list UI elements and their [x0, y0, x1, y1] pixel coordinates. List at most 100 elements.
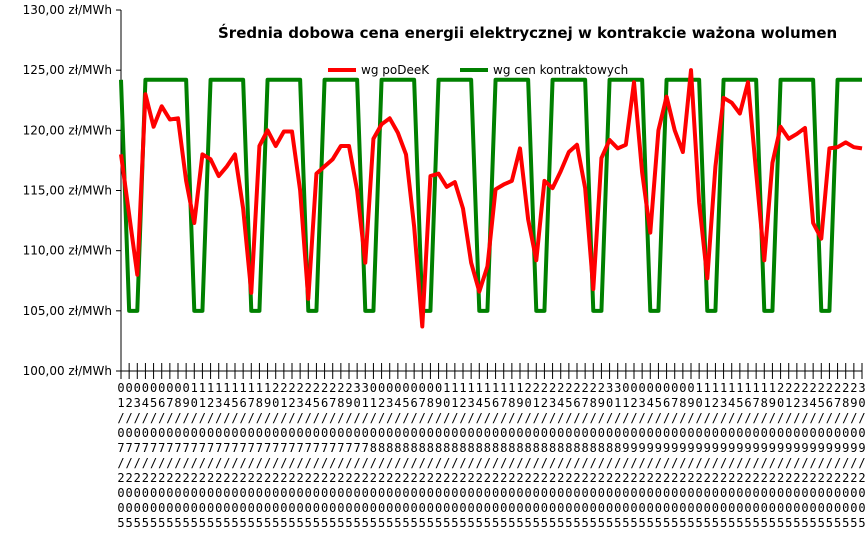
y-tick-label: 100,00 zł/MWh [23, 364, 112, 378]
x-tick-label: 1 3/0 8/2 0 0 5 [468, 381, 475, 530]
x-tick-label: 0 1/0 9/2 0 0 5 [622, 381, 629, 530]
series-line-wg-cen-kontraktowych [119, 77, 862, 313]
x-tick-label: 1 5/0 9/2 0 0 5 [736, 381, 743, 530]
x-tick-label: 1 7/0 7/2 0 0 5 [248, 381, 255, 530]
x-tick-label: 2 2/0 7/2 0 0 5 [288, 381, 295, 530]
x-tick-label: 1 4/0 7/2 0 0 5 [223, 381, 230, 530]
x-tick-label: 2 5/0 9/2 0 0 5 [818, 381, 825, 530]
x-tick-label: 2 7/0 8/2 0 0 5 [582, 381, 589, 530]
x-tick-label: 1 2/0 7/2 0 0 5 [207, 381, 214, 530]
x-tick-label: 0 4/0 7/2 0 0 5 [142, 381, 149, 530]
x-tick-label: 2 6/0 9/2 0 0 5 [826, 381, 833, 530]
x-tick-label: 0 5/0 9/2 0 0 5 [655, 381, 662, 530]
x-tick-label: 1 7/0 8/2 0 0 5 [500, 381, 507, 530]
x-tick-label: 3 0/0 8/2 0 0 5 [606, 381, 613, 530]
y-tick-label: 105,00 zł/MWh [23, 304, 112, 318]
y-tick-label: 125,00 zł/MWh [23, 63, 112, 77]
x-tick-label: 1 5/0 7/2 0 0 5 [231, 381, 238, 530]
x-tick-label: 2 3/0 9/2 0 0 5 [801, 381, 808, 530]
x-tick-label: 1 6/0 8/2 0 0 5 [492, 381, 499, 530]
series-layer [119, 68, 863, 329]
x-tick-label: 0 8/0 7/2 0 0 5 [174, 381, 181, 530]
x-tick-label: 0 6/0 8/2 0 0 5 [411, 381, 418, 530]
x-tick-label: 0 8/0 8/2 0 0 5 [427, 381, 434, 530]
x-tick-label: 2 6/0 8/2 0 0 5 [573, 381, 580, 530]
x-tick-label: 1 1/0 8/2 0 0 5 [451, 381, 458, 530]
x-tick-label: 1 1/0 7/2 0 0 5 [199, 381, 206, 530]
x-tick-label: 0 1/0 7/2 0 0 5 [117, 381, 124, 530]
x-tick-label: 2 0/0 7/2 0 0 5 [272, 381, 279, 530]
x-tick-label: 0 6/0 9/2 0 0 5 [663, 381, 670, 530]
x-tick-label: 3 1/0 7/2 0 0 5 [362, 381, 369, 530]
x-tick-label: 2 0/0 9/2 0 0 5 [777, 381, 784, 530]
x-tick-label: 2 4/0 9/2 0 0 5 [810, 381, 817, 530]
x-tick-label: 1 0/0 7/2 0 0 5 [191, 381, 198, 530]
x-tick-label: 0 6/0 7/2 0 0 5 [158, 381, 165, 530]
x-tick-label: 0 2/0 8/2 0 0 5 [378, 381, 385, 530]
x-tick-label: 0 9/0 8/2 0 0 5 [435, 381, 442, 530]
series-line-wg-podeek [119, 68, 863, 329]
legend-label: wg poDeeK [361, 63, 430, 77]
x-tick-label: 2 3/0 7/2 0 0 5 [297, 381, 304, 530]
x-tick-label: 2 4/0 8/2 0 0 5 [557, 381, 564, 530]
x-tick-label: 2 1/0 9/2 0 0 5 [785, 381, 792, 530]
y-tick-label: 130,00 zł/MWh [23, 3, 112, 17]
x-tick-label: 2 2/0 8/2 0 0 5 [541, 381, 548, 530]
y-tick-label: 110,00 zł/MWh [23, 244, 112, 258]
x-tick-label: 1 9/0 7/2 0 0 5 [264, 381, 271, 530]
x-tick-label: 0 8/0 9/2 0 0 5 [679, 381, 686, 530]
x-tick-label: 0 5/0 8/2 0 0 5 [402, 381, 409, 530]
y-tick-label: 115,00 zł/MWh [23, 184, 112, 198]
x-tick-label: 2 7/0 9/2 0 0 5 [834, 381, 841, 530]
x-tick-label: 2 1/0 8/2 0 0 5 [533, 381, 540, 530]
chart-title: Średnia dobowa cena energii elektrycznej… [218, 23, 837, 42]
x-tick-label: 2 4/0 7/2 0 0 5 [305, 381, 312, 530]
x-tick-label: 0 9/0 7/2 0 0 5 [183, 381, 190, 530]
x-tick-label: 1 2/0 8/2 0 0 5 [459, 381, 466, 530]
legend-label: wg cen kontraktowych [493, 63, 628, 77]
x-tick-label: 1 9/0 8/2 0 0 5 [516, 381, 523, 530]
x-tick-label: 3 0/0 9/2 0 0 5 [858, 381, 865, 530]
x-tick-label: 2 8/0 7/2 0 0 5 [337, 381, 344, 530]
x-tick-label: 1 3/0 9/2 0 0 5 [720, 381, 727, 530]
x-tick-label: 2 9/0 9/2 0 0 5 [850, 381, 857, 530]
x-tick-label: 1 8/0 7/2 0 0 5 [256, 381, 263, 530]
x-tick-label: 1 2/0 9/2 0 0 5 [712, 381, 719, 530]
x-tick-label: 0 2/0 9/2 0 0 5 [630, 381, 637, 530]
x-tick-label: 0 7/0 9/2 0 0 5 [671, 381, 678, 530]
x-tick-label: 0 3/0 8/2 0 0 5 [386, 381, 393, 530]
x-tick-label: 1 0/0 9/2 0 0 5 [696, 381, 703, 530]
x-tick-label: 1 6/0 7/2 0 0 5 [240, 381, 247, 530]
x-tick-label: 1 1/0 9/2 0 0 5 [704, 381, 711, 530]
x-tick-label: 0 3/0 9/2 0 0 5 [639, 381, 646, 530]
x-tick-label: 1 8/0 9/2 0 0 5 [761, 381, 768, 530]
x-tick-label: 2 9/0 7/2 0 0 5 [345, 381, 352, 530]
x-tick-label: 1 4/0 8/2 0 0 5 [476, 381, 483, 530]
x-tick-label: 0 4/0 8/2 0 0 5 [394, 381, 401, 530]
x-tick-label: 0 2/0 7/2 0 0 5 [126, 381, 133, 530]
y-axis: 100,00 zł/MWh 105,00 zł/MWh 110,00 zł/MWh 1… [23, 3, 122, 378]
x-tick-label: 1 6/0 9/2 0 0 5 [744, 381, 751, 530]
x-tick-label: 2 2/0 9/2 0 0 5 [793, 381, 800, 530]
x-axis: 0 1/0 7/2 0 0 50 2/0 7/2 0 0 50 3/0 7/2 0 0 50 4/0 7/2 0 0 5… [117, 363, 866, 530]
x-tick-label: 2 5/0 7/2 0 0 5 [313, 381, 320, 530]
x-tick-label: 0 7/0 7/2 0 0 5 [166, 381, 173, 530]
x-tick-label: 0 9/0 9/2 0 0 5 [687, 381, 694, 530]
x-tick-label: 2 0/0 8/2 0 0 5 [525, 381, 532, 530]
x-tick-label: 1 3/0 7/2 0 0 5 [215, 381, 222, 530]
x-tick-label: 2 9/0 8/2 0 0 5 [598, 381, 605, 530]
x-tick-label: 2 8/0 8/2 0 0 5 [590, 381, 597, 530]
x-tick-label: 0 1/0 8/2 0 0 5 [370, 381, 377, 530]
x-tick-label: 2 3/0 8/2 0 0 5 [549, 381, 556, 530]
x-tick-label: 1 9/0 9/2 0 0 5 [769, 381, 776, 530]
x-tick-label: 2 5/0 8/2 0 0 5 [565, 381, 572, 530]
x-tick-label: 1 4/0 9/2 0 0 5 [728, 381, 735, 530]
x-tick-label: 1 8/0 8/2 0 0 5 [508, 381, 515, 530]
x-tick-label: 2 7/0 7/2 0 0 5 [329, 381, 336, 530]
x-tick-label: 0 4/0 9/2 0 0 5 [647, 381, 654, 530]
x-tick-label: 1 5/0 8/2 0 0 5 [484, 381, 491, 530]
x-tick-label: 3 1/0 8/2 0 0 5 [614, 381, 621, 530]
legend: wg poDeeK wg cen kontraktowych [328, 63, 628, 77]
x-tick-label: 0 7/0 8/2 0 0 5 [419, 381, 426, 530]
